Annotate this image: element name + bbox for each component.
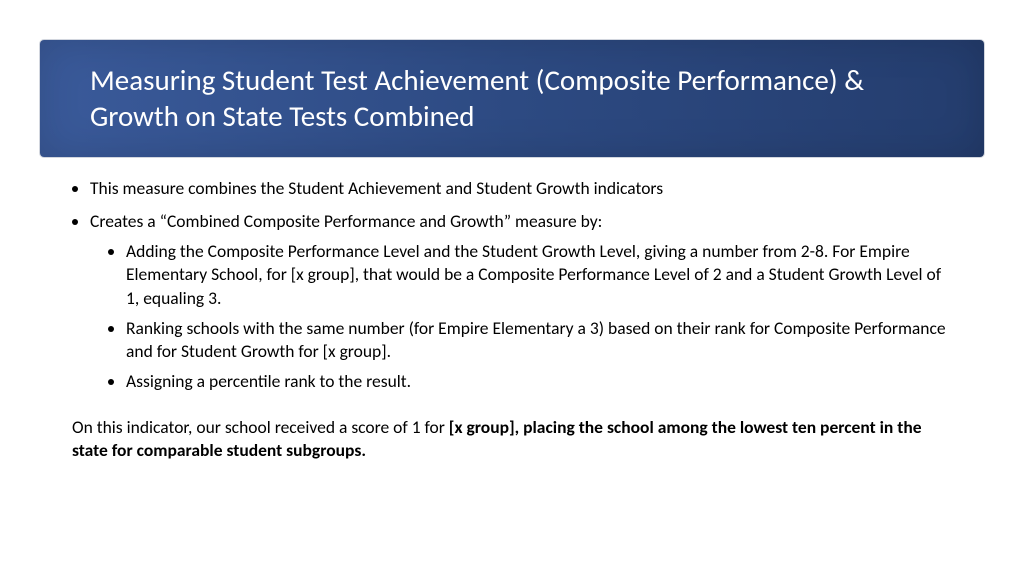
sub-bullet-text: Adding the Composite Performance Level a… bbox=[126, 240, 941, 309]
bullet-item: This measure combines the Student Achiev… bbox=[90, 177, 952, 201]
content-area: This measure combines the Student Achiev… bbox=[0, 177, 1024, 463]
summary-text-plain: On this indicator, our school received a… bbox=[72, 416, 449, 438]
title-banner: Measuring Student Test Achievement (Comp… bbox=[40, 40, 984, 157]
sub-bullet-item: Assigning a percentile rank to the resul… bbox=[126, 370, 952, 394]
summary-paragraph: On this indicator, our school received a… bbox=[72, 416, 952, 463]
sub-bullet-list: Adding the Composite Performance Level a… bbox=[126, 240, 952, 394]
sub-bullet-item: Adding the Composite Performance Level a… bbox=[126, 240, 952, 311]
bullet-text: Creates a “Combined Composite Performanc… bbox=[90, 210, 602, 232]
sub-bullet-text: Ranking schools with the same number (fo… bbox=[126, 317, 946, 363]
sub-bullet-item: Ranking schools with the same number (fo… bbox=[126, 317, 952, 364]
slide: Measuring Student Test Achievement (Comp… bbox=[0, 40, 1024, 576]
bullet-text: This measure combines the Student Achiev… bbox=[90, 177, 663, 199]
bullet-list: This measure combines the Student Achiev… bbox=[90, 177, 952, 394]
sub-bullet-text: Assigning a percentile rank to the resul… bbox=[126, 370, 411, 392]
slide-title: Measuring Student Test Achievement (Comp… bbox=[90, 62, 864, 134]
bullet-item: Creates a “Combined Composite Performanc… bbox=[90, 210, 952, 393]
